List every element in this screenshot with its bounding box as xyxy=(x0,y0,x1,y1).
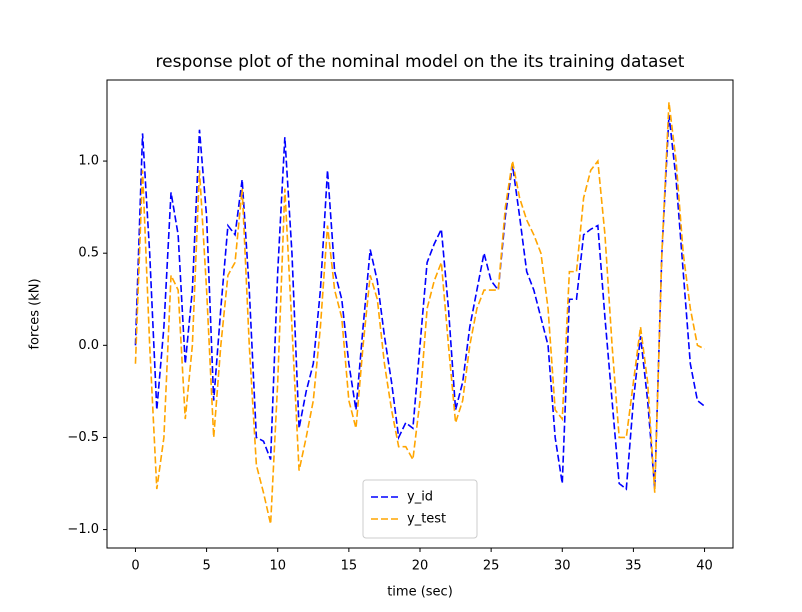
x-tick-label: 30 xyxy=(554,559,571,574)
x-tick-label: 35 xyxy=(625,559,642,574)
legend-label: y_id xyxy=(407,490,433,505)
y-tick-label: −1.0 xyxy=(67,522,99,537)
y-tick-label: 0.0 xyxy=(78,338,99,353)
x-tick-label: 15 xyxy=(341,559,358,574)
series-line xyxy=(134,102,705,525)
y-tick-label: −0.5 xyxy=(67,430,99,445)
chart-title: response plot of the nominal model on th… xyxy=(156,52,685,72)
y-tick-label: 1.0 xyxy=(78,154,99,169)
x-tick-label: 5 xyxy=(202,559,210,574)
plot-frame xyxy=(106,79,734,549)
x-tick-label: 20 xyxy=(412,559,429,574)
legend-label: y_test xyxy=(407,512,446,527)
x-tick-label: 40 xyxy=(696,559,713,574)
series-line xyxy=(134,114,706,491)
x-tick-label: 0 xyxy=(131,559,139,574)
x-tick-label: 10 xyxy=(269,559,286,574)
legend-box xyxy=(362,479,478,539)
y-tick-label: 0.5 xyxy=(78,246,99,261)
y-axis-label: forces (kN) xyxy=(28,278,43,349)
x-tick-label: 25 xyxy=(483,559,500,574)
x-axis-label: time (sec) xyxy=(387,585,453,600)
